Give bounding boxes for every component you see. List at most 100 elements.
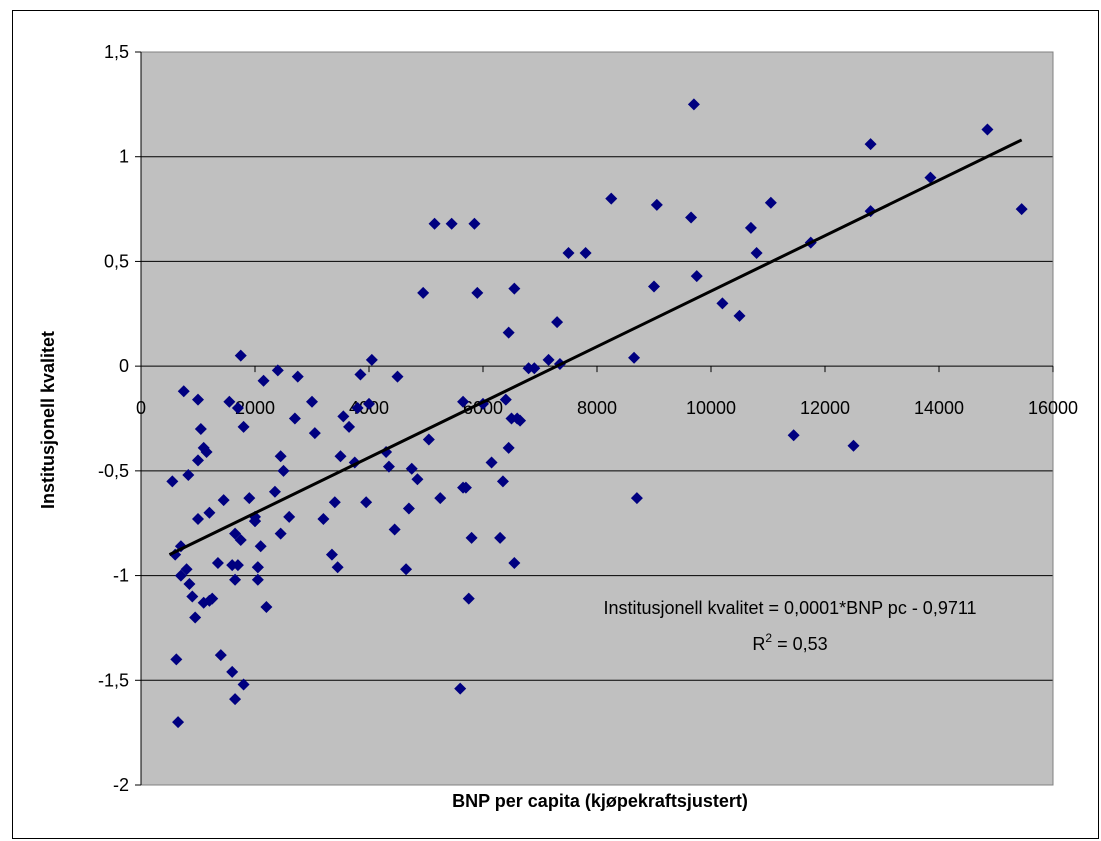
- data-point: [337, 410, 350, 423]
- data-point: [605, 192, 618, 205]
- r-squared-value: = 0,53: [772, 634, 828, 654]
- data-point: [750, 247, 763, 260]
- data-point: [229, 573, 242, 586]
- data-point: [628, 351, 641, 364]
- data-point: [291, 370, 304, 383]
- data-point: [417, 286, 430, 299]
- data-point: [277, 464, 290, 477]
- r-squared-label: R2 = 0,53: [752, 631, 827, 654]
- plot-area: [141, 52, 1053, 785]
- y-tick-label: -0,5: [98, 461, 129, 481]
- data-point: [271, 364, 284, 377]
- y-tick-label: -1,5: [98, 670, 129, 690]
- data-point: [186, 590, 199, 603]
- data-point: [254, 540, 267, 553]
- data-point: [274, 527, 287, 540]
- y-tick-label: 0: [119, 356, 129, 376]
- x-tick-label: 12000: [800, 398, 850, 418]
- y-axis-ticks: 1,5 1 0,5 0 -0,5 -1 -1,5 -2: [98, 42, 141, 795]
- data-point: [343, 420, 356, 433]
- data-point: [511, 412, 524, 425]
- data-point: [924, 171, 937, 184]
- data-point: [192, 393, 204, 406]
- data-point: [334, 450, 347, 463]
- data-point: [428, 217, 441, 230]
- data-point: [268, 485, 281, 498]
- y-tick-label: 1: [119, 147, 129, 167]
- y-tick-label: -2: [113, 775, 129, 795]
- x-axis-title: BNP per capita (kjøpekraftsjustert): [452, 791, 748, 811]
- data-point: [211, 557, 224, 570]
- data-point: [496, 475, 509, 488]
- data-point: [231, 402, 244, 415]
- data-point: [402, 502, 415, 515]
- data-point: [468, 217, 481, 230]
- x-tick-label: 14000: [914, 398, 964, 418]
- data-point: [331, 561, 344, 574]
- data-point: [411, 473, 424, 486]
- data-point: [648, 280, 660, 293]
- data-point: [388, 523, 401, 536]
- data-point: [182, 469, 195, 482]
- data-point: [229, 693, 242, 706]
- data-points: [166, 98, 1028, 729]
- data-point: [166, 475, 179, 488]
- data-point: [274, 450, 287, 463]
- data-point: [471, 286, 484, 299]
- x-tick-label: 16000: [1028, 398, 1078, 418]
- data-point: [485, 456, 498, 469]
- data-point: [260, 600, 273, 613]
- data-point: [457, 395, 470, 408]
- data-point: [502, 441, 515, 454]
- data-point: [764, 196, 777, 209]
- data-point: [249, 515, 261, 528]
- data-point: [203, 594, 216, 607]
- data-point: [183, 577, 196, 590]
- data-point: [234, 349, 247, 362]
- data-point: [308, 427, 321, 440]
- data-point: [192, 454, 204, 467]
- data-point: [234, 533, 247, 546]
- r-squared-prefix: R: [752, 634, 765, 654]
- data-point: [237, 678, 250, 691]
- data-point: [351, 402, 364, 415]
- data-point: [685, 211, 698, 224]
- data-point: [251, 573, 264, 586]
- data-point: [237, 420, 250, 433]
- data-point: [650, 198, 663, 211]
- data-point: [170, 653, 183, 666]
- data-point: [465, 531, 478, 544]
- data-point: [405, 462, 418, 475]
- data-point: [231, 559, 244, 572]
- data-point: [499, 393, 512, 406]
- data-point: [1015, 203, 1028, 216]
- data-point: [502, 326, 515, 339]
- data-point: [457, 481, 470, 494]
- data-point: [744, 221, 757, 234]
- data-point: [325, 548, 338, 561]
- data-point: [422, 433, 435, 446]
- data-point: [354, 368, 367, 381]
- data-point: [360, 496, 373, 509]
- data-point: [528, 362, 541, 375]
- data-point: [192, 513, 204, 526]
- data-point: [508, 557, 521, 570]
- data-point: [382, 460, 395, 473]
- data-point: [194, 422, 207, 435]
- y-axis-title: Institusjonell kvalitet: [38, 331, 58, 509]
- data-point: [630, 492, 643, 505]
- y-tick-label: -1: [113, 566, 129, 586]
- data-point: [391, 370, 404, 383]
- data-point: [283, 510, 296, 523]
- trendline: [168, 138, 1023, 556]
- data-point: [365, 353, 378, 366]
- data-point: [363, 397, 375, 410]
- data-point: [716, 297, 729, 310]
- data-point: [172, 716, 185, 729]
- y-tick-label: 0,5: [104, 251, 129, 271]
- data-point: [257, 374, 270, 387]
- data-point: [562, 247, 575, 260]
- data-point: [733, 309, 746, 322]
- data-point: [217, 494, 230, 507]
